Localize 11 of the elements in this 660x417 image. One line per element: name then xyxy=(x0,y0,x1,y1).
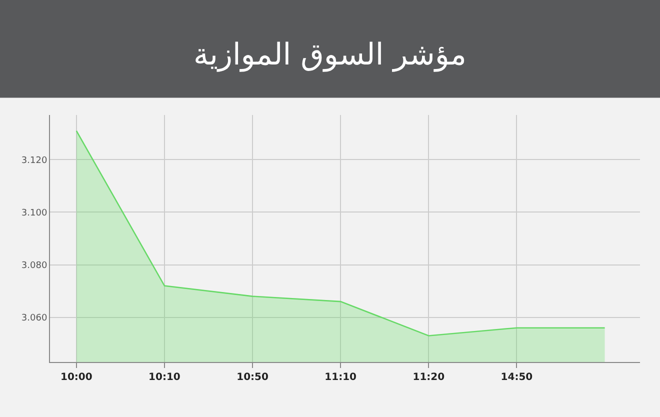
x-tick-label: 10:00 xyxy=(60,372,92,383)
y-tick-label: 3.060 xyxy=(21,313,48,324)
x-tick-label: 10:10 xyxy=(148,372,180,383)
x-tick-label: 11:20 xyxy=(412,372,445,383)
y-tick-label: 3.120 xyxy=(21,156,48,166)
y-tick-label: 3.080 xyxy=(21,260,48,271)
chart-title: مؤشر السوق الموازية xyxy=(194,38,466,73)
x-tick-label: 10:50 xyxy=(236,372,268,383)
y-tick-label: 3.100 xyxy=(21,208,48,218)
x-tick-label: 11:10 xyxy=(324,372,357,383)
x-tick-label: 14:50 xyxy=(500,372,533,383)
